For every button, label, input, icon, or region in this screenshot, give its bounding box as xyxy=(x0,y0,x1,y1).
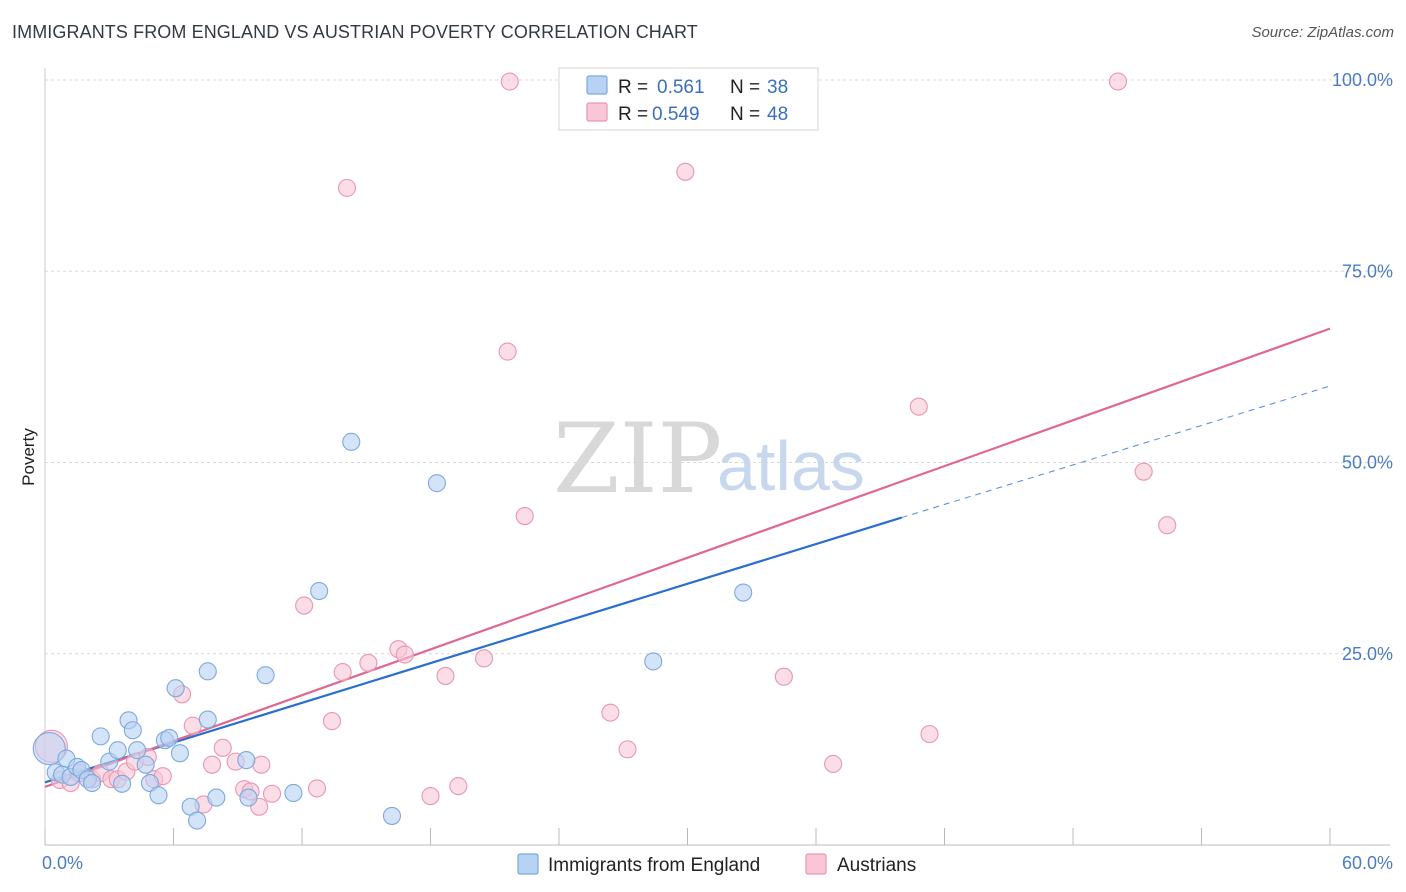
point-england xyxy=(83,773,102,793)
point-austrians xyxy=(474,649,494,668)
y-axis-label: Poverty xyxy=(19,428,38,486)
chart-title: IMMIGRANTS FROM ENGLAND VS AUSTRIAN POVE… xyxy=(12,22,698,42)
point-england xyxy=(198,710,217,729)
y-tick-label: 100.0% xyxy=(1332,70,1393,90)
legend-r-value-1: 0.561 xyxy=(657,77,705,98)
point-austrians xyxy=(436,666,455,685)
y-tick-label: 75.0% xyxy=(1342,261,1393,281)
axes xyxy=(44,68,1390,846)
point-austrians xyxy=(262,784,282,803)
point-austrians xyxy=(618,740,637,759)
trend-lines xyxy=(44,327,1331,788)
point-austrians xyxy=(421,786,440,806)
point-austrians xyxy=(824,754,843,773)
point-austrians xyxy=(774,667,793,686)
legend: R = 0.561 N = 38 R = 0.549 N = 48 xyxy=(558,67,819,131)
legend-n-value-1: 38 xyxy=(767,77,788,98)
point-england xyxy=(188,811,207,830)
point-england xyxy=(382,806,402,825)
point-england xyxy=(136,755,155,774)
point-austrians xyxy=(920,725,939,744)
point-england xyxy=(644,652,663,671)
point-austrians xyxy=(395,645,414,664)
bottom-legend-austrians: Austrians xyxy=(837,855,916,876)
legend-r-label-1: R = xyxy=(618,77,648,98)
point-england xyxy=(108,741,127,760)
point-austrians xyxy=(337,178,357,197)
point-austrians xyxy=(1108,72,1128,91)
data-points xyxy=(32,72,1177,830)
y-tick-label: 50.0% xyxy=(1342,453,1393,473)
trend-line-austrians xyxy=(44,327,1331,788)
legend-swatch-england xyxy=(586,75,608,95)
legend-swatch-austrians xyxy=(586,102,608,122)
point-england xyxy=(140,773,159,793)
bottom-legend-swatch-austrians xyxy=(805,853,827,875)
point-england xyxy=(239,788,258,807)
point-austrians xyxy=(333,663,352,682)
point-england xyxy=(427,474,446,493)
y-tick-label: 25.0% xyxy=(1342,644,1393,664)
tick-labels: 25.0% 50.0% 75.0% 100.0% 0.0% 60.0% xyxy=(42,70,1393,873)
point-austrians xyxy=(1158,516,1177,535)
point-austrians xyxy=(295,596,314,615)
legend-r-value-2: 0.549 xyxy=(652,104,700,125)
trend-line-england-extension xyxy=(901,385,1331,519)
point-england xyxy=(166,679,185,698)
watermark-zip: ZIP xyxy=(553,403,722,515)
point-austrians xyxy=(359,653,378,672)
legend-n-value-2: 48 xyxy=(767,104,788,125)
point-england xyxy=(123,721,142,740)
point-austrians xyxy=(307,779,327,798)
point-england xyxy=(32,732,66,766)
point-austrians xyxy=(676,162,695,181)
point-austrians xyxy=(252,755,271,774)
point-england xyxy=(256,666,275,685)
point-england xyxy=(91,727,110,746)
legend-n-label-1: N = xyxy=(730,77,760,98)
x-tick-label: 0.0% xyxy=(42,853,83,873)
point-austrians xyxy=(322,712,342,731)
point-austrians xyxy=(515,506,534,526)
point-england xyxy=(734,583,753,602)
trend-line-england xyxy=(44,516,902,784)
point-england xyxy=(284,783,303,803)
point-austrians xyxy=(203,755,222,774)
point-austrians xyxy=(1134,462,1153,481)
bottom-legend: Immigrants from England Austrians xyxy=(517,853,916,876)
point-england xyxy=(113,774,132,793)
point-england xyxy=(149,786,168,805)
point-austrians xyxy=(213,738,232,757)
point-england xyxy=(128,741,147,760)
point-england xyxy=(198,662,217,681)
point-austrians xyxy=(500,72,519,91)
watermark-atlas: atlas xyxy=(717,427,865,505)
legend-r-label-2: R = xyxy=(618,104,648,125)
point-austrians xyxy=(909,397,928,416)
point-england xyxy=(207,788,226,807)
point-england xyxy=(237,751,256,770)
point-austrians xyxy=(601,703,620,722)
point-england xyxy=(160,728,179,747)
point-england xyxy=(342,432,361,451)
bottom-legend-england: Immigrants from England xyxy=(548,855,760,876)
legend-n-label-2: N = xyxy=(730,104,760,125)
x-tick-label: 60.0% xyxy=(1342,853,1393,873)
grid-lines xyxy=(45,79,1390,655)
point-austrians xyxy=(498,342,517,361)
source-label: Source: ZipAtlas.com xyxy=(1251,24,1394,41)
point-england xyxy=(170,744,189,763)
point-england xyxy=(310,581,329,601)
point-austrians xyxy=(449,777,468,796)
bottom-legend-swatch-england xyxy=(517,853,539,875)
